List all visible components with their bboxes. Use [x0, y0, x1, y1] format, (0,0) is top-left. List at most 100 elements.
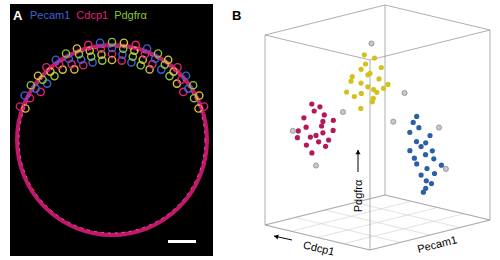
- data-point: [313, 163, 318, 168]
- cell: [165, 56, 172, 63]
- stain-name: Pecam1: [30, 9, 70, 21]
- data-point: [363, 61, 368, 66]
- data-point: [379, 65, 384, 70]
- box-edge: [385, 5, 386, 195]
- data-point: [313, 133, 318, 138]
- cell: [27, 82, 34, 89]
- data-point: [296, 128, 301, 133]
- data-point: [419, 173, 424, 178]
- box-edge: [265, 195, 385, 225]
- box-edge: [385, 5, 490, 30]
- cell: [132, 41, 139, 48]
- cell: [154, 50, 161, 57]
- data-point: [350, 74, 355, 79]
- data-point: [414, 114, 419, 119]
- data-point: [416, 125, 421, 130]
- data-point: [359, 67, 364, 72]
- axis-label: Pdgfrα: [352, 179, 364, 212]
- cell-ring: [17, 45, 207, 235]
- box-edge: [385, 195, 490, 220]
- data-point: [309, 150, 314, 155]
- data-point: [407, 148, 412, 153]
- stain-name: Cdcp1: [76, 9, 108, 21]
- grid-line: [265, 195, 385, 225]
- axis-arrowhead: [355, 150, 360, 154]
- data-point: [385, 82, 390, 87]
- data-point: [423, 152, 428, 157]
- data-point: [419, 144, 424, 149]
- cell: [144, 45, 151, 52]
- box-edge: [265, 35, 266, 225]
- cell: [62, 50, 69, 57]
- data-point: [376, 76, 381, 81]
- axis-label: Pecam1: [416, 233, 458, 254]
- data-point: [358, 106, 363, 111]
- cell: [52, 56, 59, 63]
- cell: [190, 82, 197, 89]
- cell: [173, 80, 180, 87]
- data-point: [322, 112, 327, 117]
- data-point: [439, 163, 444, 168]
- data-point: [319, 123, 324, 128]
- data-point: [316, 139, 321, 144]
- data-point: [365, 84, 370, 89]
- cell: [97, 39, 104, 46]
- data-point: [352, 94, 357, 99]
- cell: [16, 103, 23, 110]
- data-point: [344, 90, 349, 95]
- data-point: [432, 171, 437, 176]
- data-point: [421, 190, 426, 195]
- scale-bar: [168, 240, 196, 243]
- data-point: [317, 104, 322, 109]
- cell: [51, 73, 58, 80]
- data-point: [331, 118, 336, 123]
- cell: [178, 76, 185, 83]
- data-point: [431, 156, 436, 161]
- grid-line: [318, 208, 438, 238]
- data-point: [371, 96, 376, 101]
- data-point: [308, 135, 313, 140]
- data-point: [402, 90, 407, 95]
- data-point: [331, 128, 336, 133]
- data-point: [323, 144, 328, 149]
- cell: [174, 64, 181, 71]
- data-point: [312, 108, 317, 113]
- data-point: [348, 79, 353, 84]
- cell: [39, 76, 46, 83]
- cell: [170, 68, 177, 75]
- cell: [85, 41, 92, 48]
- data-point: [412, 156, 417, 161]
- image-background: [10, 4, 213, 256]
- data-point: [371, 87, 376, 92]
- stain-legend: Pecam1 Cdcp1 Pdgfrα: [30, 9, 147, 21]
- data-point: [301, 115, 306, 120]
- data-point: [372, 56, 377, 61]
- panel-label: A: [13, 8, 23, 23]
- data-point: [304, 143, 309, 148]
- box-edge: [265, 35, 370, 60]
- cell: [21, 92, 28, 99]
- cell-ring-texture: [19, 47, 205, 233]
- data-point: [429, 181, 434, 186]
- box-edge: [370, 30, 490, 60]
- panel-label: B: [232, 8, 241, 23]
- data-point: [381, 86, 386, 91]
- box-edge: [490, 30, 491, 220]
- data-point: [326, 137, 331, 142]
- data-point: [365, 72, 370, 77]
- data-point: [430, 148, 435, 153]
- cell: [47, 68, 54, 75]
- cell: [108, 38, 115, 45]
- stain-name: Pdgfrα: [114, 9, 147, 21]
- box-edge: [265, 5, 385, 35]
- points: [290, 41, 448, 195]
- data-point: [295, 135, 300, 140]
- data-point: [290, 128, 295, 133]
- data-point: [407, 130, 412, 135]
- data-point: [304, 125, 309, 130]
- data-point: [340, 109, 345, 114]
- data-point: [424, 166, 429, 171]
- figure: A Pecam1 Cdcp1 Pdgfrα B Pdgfrα Cdcp1 Pecam1: [0, 0, 500, 260]
- cell: [196, 92, 203, 99]
- data-point: [369, 41, 374, 46]
